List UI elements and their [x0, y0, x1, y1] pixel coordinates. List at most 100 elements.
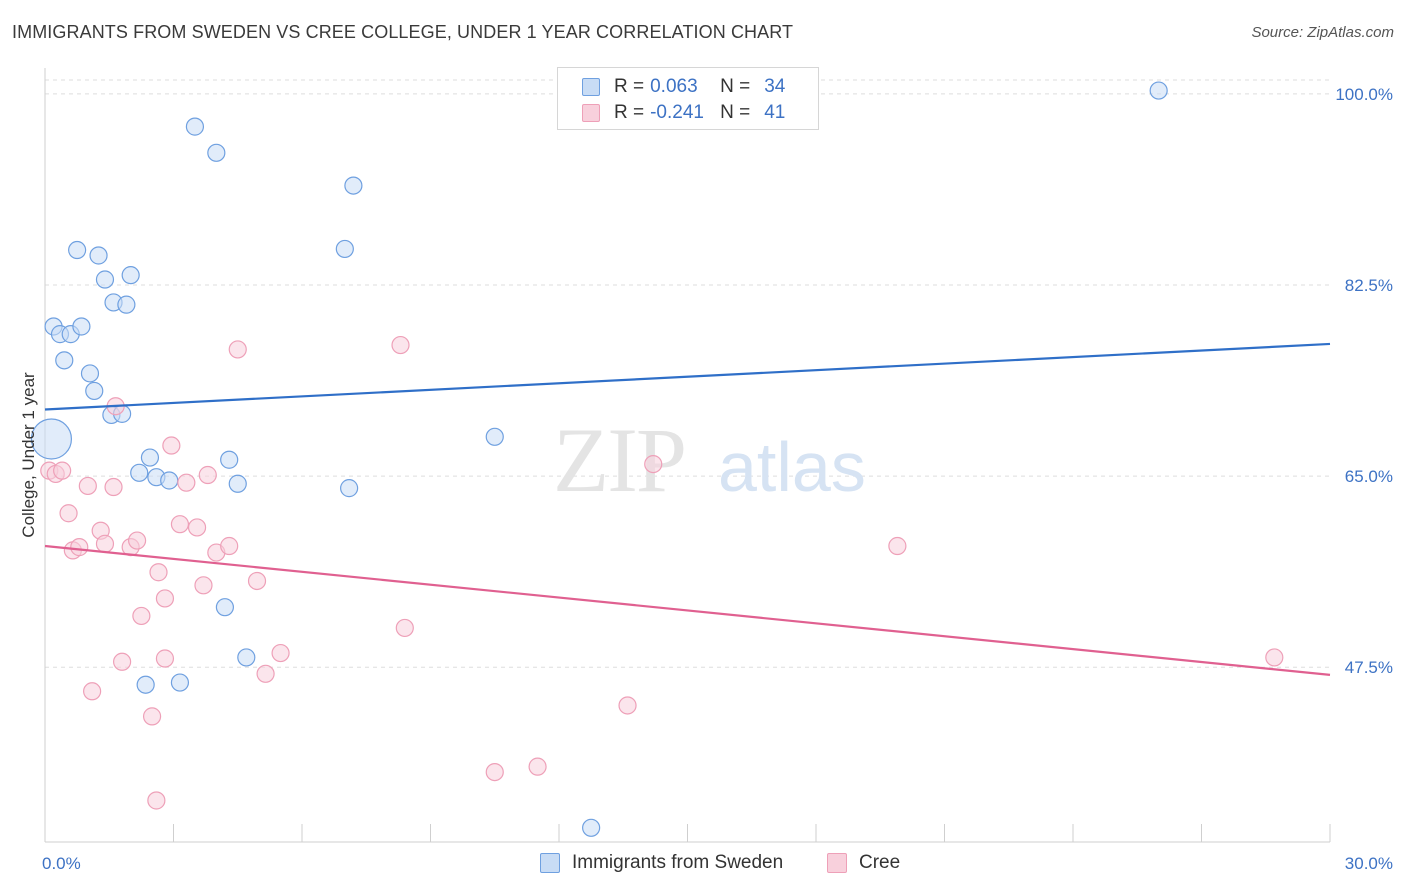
cree-point-28: [271, 643, 290, 663]
data-points: [30, 81, 1284, 837]
sweden-point-26: [340, 479, 359, 498]
cree-point-5: [70, 538, 89, 557]
svg-text:ZIP: ZIP: [553, 409, 685, 511]
legend-r-label: R =: [614, 102, 645, 123]
cree-point-34: [395, 618, 414, 638]
cree-point-16: [155, 649, 175, 668]
legend-swatch-cree: [827, 853, 847, 873]
series-legend: Immigrants from Sweden Cree: [0, 852, 1406, 876]
sweden-point-32: [1149, 81, 1168, 100]
legend-n-value-sweden: 34: [764, 76, 786, 97]
sweden-point-19: [335, 239, 354, 259]
cree-point-12: [127, 531, 147, 550]
cree-point-20: [187, 518, 207, 537]
x-tick-label-1: 30.0%: [1345, 854, 1393, 873]
cree-point-18: [170, 515, 190, 534]
cree-point-2: [53, 461, 72, 480]
sweden-point-31: [170, 673, 190, 692]
legend-swatch-sweden: [582, 78, 600, 96]
cree-point-27: [256, 664, 275, 683]
chart-title: IMMIGRANTS FROM SWEDEN VS CREE COLLEGE, …: [12, 22, 794, 42]
y-tick-label-1: 65.0%: [1345, 467, 1393, 486]
x-tick-labels: 0.0% 30.0%: [42, 854, 1393, 873]
sweden-point-21: [130, 463, 149, 482]
sweden-point-9: [89, 246, 108, 265]
sweden-point-10: [95, 270, 115, 289]
chart-source: Source: ZipAtlas.com: [1251, 24, 1394, 41]
cree-point-37: [618, 696, 637, 715]
y-axis-label: College, Under 1 year: [19, 372, 38, 538]
cree-point-38: [644, 454, 663, 474]
legend-r-value-sweden: 0.063: [650, 76, 698, 97]
cree-point-22: [198, 465, 217, 485]
cree-point-30: [112, 652, 132, 671]
sweden-point-33: [582, 818, 601, 837]
correlation-legend: R = 0.063 N = 34 R = -0.241 N = 41: [557, 67, 819, 130]
legend-row-cree: R = -0.241 N = 41: [582, 100, 785, 126]
cree-point-6: [78, 476, 97, 496]
cree-point-25: [228, 340, 247, 359]
svg-text:atlas: atlas: [718, 428, 866, 506]
legend-r-value-cree: -0.241: [650, 102, 704, 123]
cree-point-3: [59, 504, 78, 523]
legend-n-value-cree: 41: [764, 102, 786, 123]
cree-point-15: [155, 589, 175, 608]
y-tick-label-0: 47.5%: [1345, 658, 1393, 677]
sweden-point-25: [228, 474, 247, 493]
watermark: ZIP atlas: [553, 409, 866, 511]
cree-point-29: [83, 682, 102, 701]
sweden-point-7: [85, 381, 104, 401]
sweden-point-29: [237, 648, 256, 667]
cree-point-36: [528, 757, 547, 776]
cree-point-39: [888, 536, 907, 556]
cree-point-21: [194, 576, 213, 595]
cree-point-35: [485, 762, 504, 782]
legend-label-sweden: Immigrants from Sweden: [572, 852, 784, 873]
sweden-point-20: [140, 448, 160, 467]
y-tick-labels: 47.5% 65.0% 82.5% 100.0%: [1335, 85, 1393, 677]
legend-n-label: N =: [720, 102, 751, 123]
sweden-point-8: [68, 240, 87, 260]
sweden-point-6: [80, 364, 100, 383]
cree-point-26: [247, 571, 267, 591]
sweden-point-24: [220, 450, 239, 469]
cree-point-31: [142, 707, 162, 726]
sweden-point-23: [160, 471, 179, 490]
sweden-point-16: [185, 117, 205, 136]
cree-point-8: [95, 534, 115, 553]
sweden-point-30: [136, 675, 155, 694]
legend-swatch-sweden: [540, 853, 560, 873]
cree-point-40: [1265, 648, 1284, 667]
cree-point-19: [177, 473, 196, 492]
legend-item-sweden: Immigrants from Sweden: [540, 852, 783, 874]
legend-n-label: N =: [720, 76, 751, 97]
legend-row-sweden: R = 0.063 N = 34: [582, 74, 785, 100]
cree-point-9: [104, 477, 123, 497]
cree-point-32: [147, 791, 166, 810]
cree-point-14: [149, 563, 168, 582]
sweden-point-4: [72, 317, 91, 336]
y-tick-label-3: 100.0%: [1335, 85, 1393, 104]
cree-point-13: [132, 606, 151, 626]
sweden-point-28: [215, 598, 234, 617]
sweden-point-18: [344, 176, 363, 195]
x-tick-label-0: 0.0%: [42, 854, 81, 873]
sweden-point-27: [485, 427, 504, 446]
legend-swatch-cree: [582, 104, 600, 122]
y-tick-label-2: 82.5%: [1345, 276, 1393, 295]
legend-item-cree: Cree: [827, 852, 900, 874]
sweden-trend-line: [44, 342, 1331, 411]
cree-trend-line: [44, 544, 1331, 676]
cree-point-17: [162, 436, 181, 455]
sweden-point-13: [121, 266, 140, 285]
sweden-point-0: [30, 418, 73, 460]
sweden-point-17: [207, 143, 226, 162]
axes: [44, 68, 1331, 843]
sweden-point-12: [117, 295, 136, 314]
cree-point-33: [391, 335, 410, 355]
legend-r-label: R =: [614, 76, 645, 97]
legend-label-cree: Cree: [859, 852, 901, 873]
grid-lines: [45, 79, 1330, 668]
cree-point-24: [220, 536, 239, 556]
